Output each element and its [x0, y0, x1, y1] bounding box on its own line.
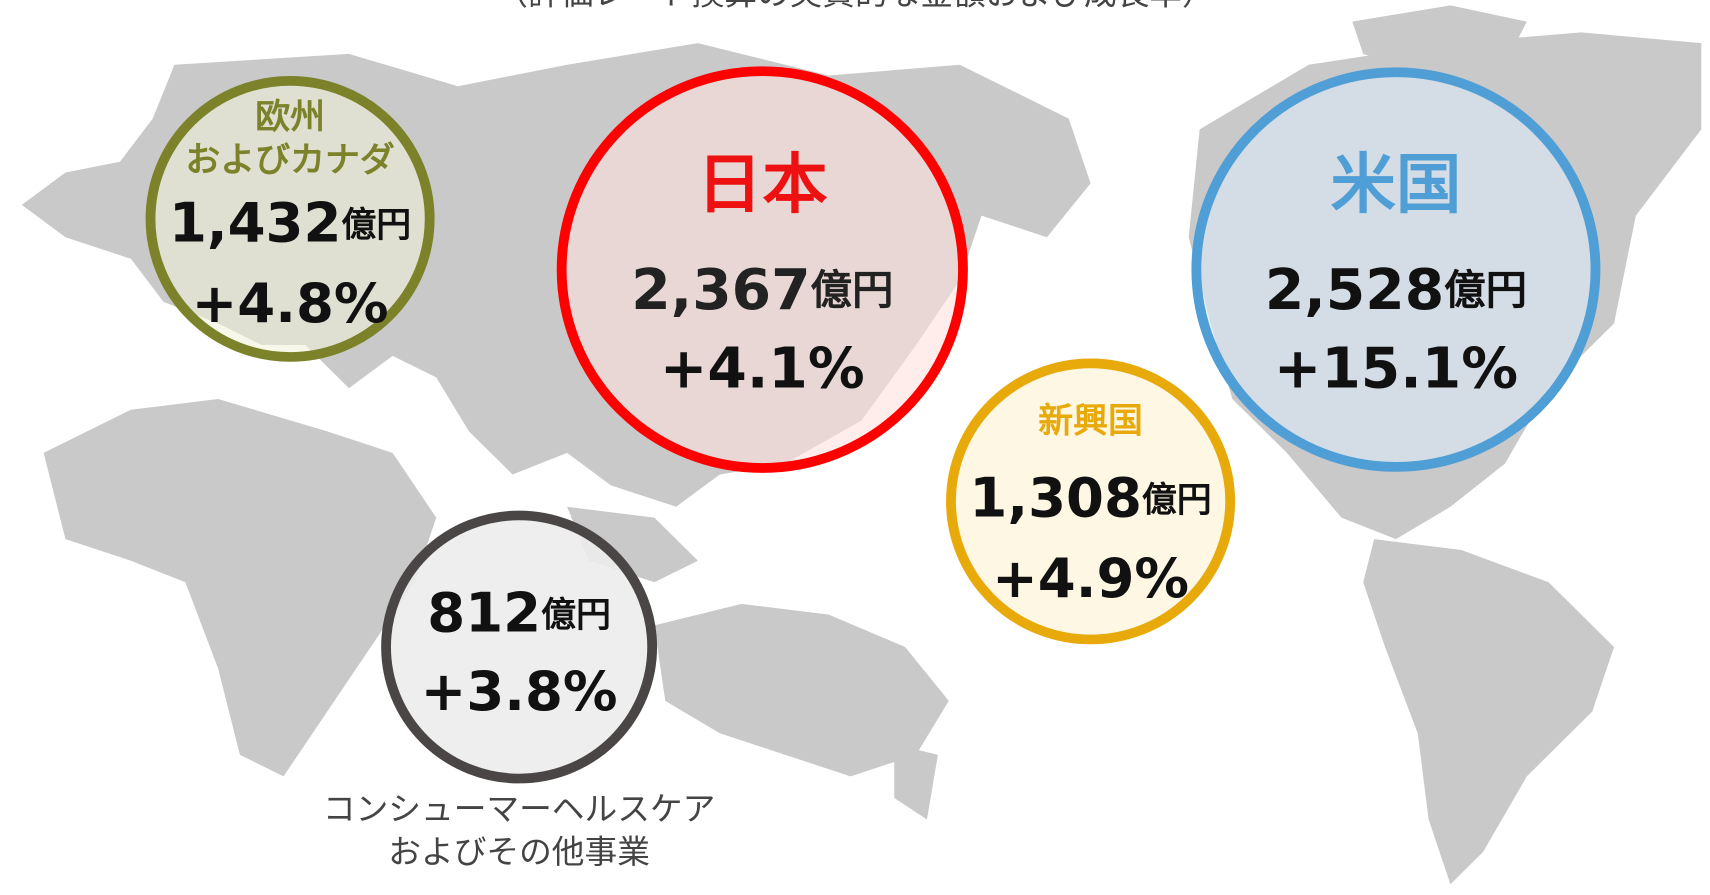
amount: 1,432億円 — [169, 191, 411, 254]
subtitle: （評価レート換算の実質的な金額および成長率） — [495, 0, 1214, 13]
growth-rate: +4.9% — [992, 547, 1189, 610]
amount-value: 1,308 — [969, 466, 1141, 529]
region-caption: およびその他事業 — [388, 833, 650, 871]
region-name: 米国 — [1331, 148, 1462, 223]
region-name: 日本 — [697, 148, 828, 223]
amount-value: 1,432 — [169, 191, 341, 254]
amount-unit: 億円 — [541, 596, 611, 636]
region: 日本 2,367億円 +4.1% — [556, 66, 968, 473]
region-name: およびカナダ — [185, 141, 394, 181]
region-name: 欧州 — [255, 98, 325, 138]
region: 米国 2,528億円 +15.1% — [1191, 67, 1601, 472]
region-circle — [381, 510, 658, 784]
region-circle — [556, 66, 968, 473]
amount-unit: 億円 — [1444, 266, 1527, 314]
region-name: 新興国 — [1038, 402, 1143, 442]
growth-rate: +3.8% — [421, 660, 618, 723]
region-circle — [1191, 67, 1601, 472]
growth-rate: +15.1% — [1274, 337, 1518, 402]
amount: 1,308億円 — [969, 466, 1211, 529]
region: 新興国 1,308億円 +4.9% — [946, 358, 1236, 645]
amount-unit: 億円 — [811, 266, 894, 314]
amount-value: 2,528 — [1265, 258, 1444, 323]
amount-value: 812 — [427, 582, 541, 645]
amount-unit: 億円 — [341, 206, 411, 246]
region-caption: コンシューマーヘルスケア — [323, 790, 715, 828]
amount-value: 2,367 — [631, 258, 810, 323]
amount: 812億円 — [427, 582, 611, 645]
amount: 2,367億円 — [631, 258, 893, 323]
growth-rate: +4.1% — [660, 337, 865, 402]
amount: 2,528億円 — [1265, 258, 1527, 323]
amount-unit: 億円 — [1142, 481, 1212, 521]
region-circle — [145, 76, 435, 362]
growth-rate: +4.8% — [192, 272, 389, 335]
region-circle — [946, 358, 1236, 645]
